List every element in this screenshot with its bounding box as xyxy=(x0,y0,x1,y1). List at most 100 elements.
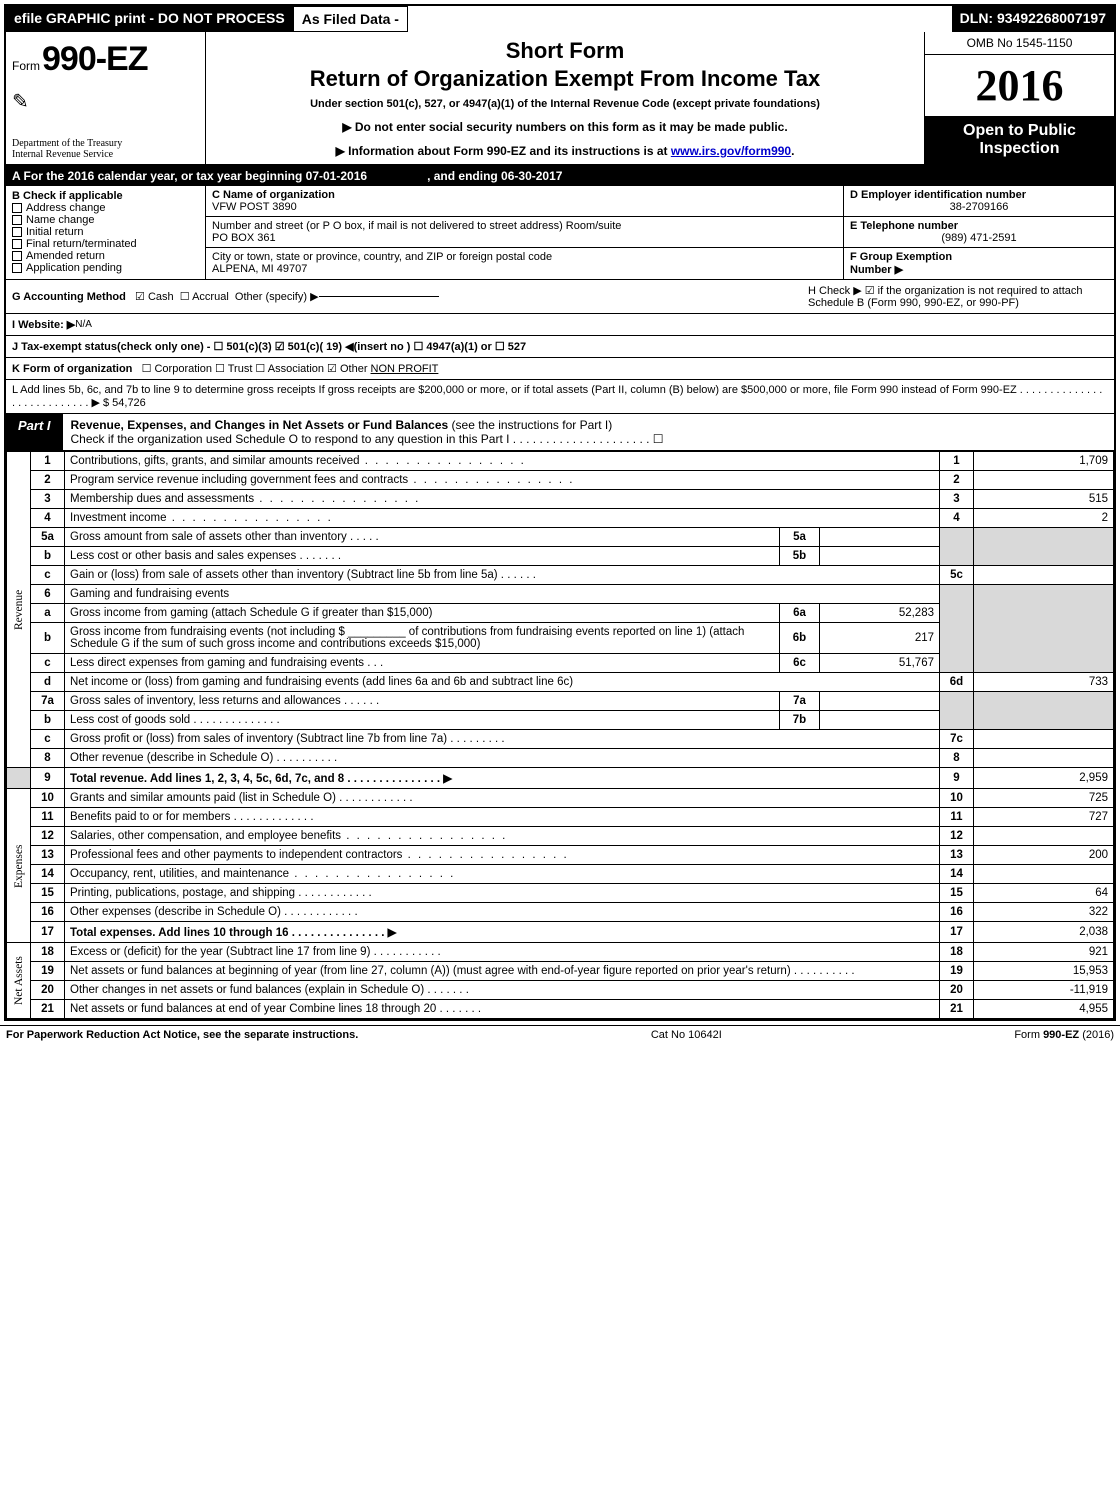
line-7c: c Gross profit or (loss) from sales of i… xyxy=(7,730,1114,749)
line-5c: c Gain or (loss) from sale of assets oth… xyxy=(7,566,1114,585)
g-label: G Accounting Method xyxy=(12,291,126,303)
row-a-tax-year: A For the 2016 calendar year, or tax yea… xyxy=(6,166,1114,186)
open-to-public: Open to Public Inspection xyxy=(925,116,1114,164)
form-word: Form xyxy=(12,59,40,73)
side-revenue: Revenue xyxy=(7,452,31,768)
part-1-tag: Part I xyxy=(6,414,63,450)
org-name-label: C Name of organization xyxy=(212,189,335,201)
footer-cat-no: Cat No 10642I xyxy=(358,1029,1014,1041)
org-addr: PO BOX 361 xyxy=(212,232,276,244)
chk-cash: ☑ Cash xyxy=(135,290,174,303)
side-net-assets: Net Assets xyxy=(7,943,31,1019)
org-addr-cell: Number and street (or P O box, if mail i… xyxy=(206,217,843,248)
form-990ez-page: efile GRAPHIC print - DO NOT PROCESS As … xyxy=(4,4,1116,1021)
chk-address-change: Address change xyxy=(12,202,199,214)
line-16: 16 Other expenses (describe in Schedule … xyxy=(7,903,1114,922)
line-2: 2 Program service revenue including gove… xyxy=(7,471,1114,490)
ein-label: D Employer identification number xyxy=(850,189,1026,201)
line-1: Revenue 1 Contributions, gifts, grants, … xyxy=(7,452,1114,471)
tax-year: 2016 xyxy=(925,55,1114,116)
chk-amended-return: Amended return xyxy=(12,250,199,262)
open-line2: Inspection xyxy=(929,140,1110,158)
line-8: 8 Other revenue (describe in Schedule O)… xyxy=(7,749,1114,768)
line-9: 9 Total revenue. Add lines 1, 2, 3, 4, 5… xyxy=(7,768,1114,789)
short-form-title: Short Form xyxy=(214,38,916,64)
header-left: Form 990-EZ ✎ Department of the Treasury… xyxy=(6,32,206,164)
org-addr-label: Number and street (or P O box, if mail i… xyxy=(212,220,621,232)
irs-link[interactable]: www.irs.gov/form990 xyxy=(671,144,791,158)
org-city-cell: City or town, state or province, country… xyxy=(206,248,843,278)
line-14: 14 Occupancy, rent, utilities, and maint… xyxy=(7,865,1114,884)
line-7a: 7a Gross sales of inventory, less return… xyxy=(7,692,1114,711)
org-name: VFW POST 3890 xyxy=(212,201,297,213)
line-17: 17 Total expenses. Add lines 10 through … xyxy=(7,922,1114,943)
efile-as-filed: As Filed Data - xyxy=(293,6,408,32)
lines-table: Revenue 1 Contributions, gifts, grants, … xyxy=(6,451,1114,1019)
line-18: Net Assets 18 Excess or (deficit) for th… xyxy=(7,943,1114,962)
form-number: 990-EZ xyxy=(42,40,148,79)
j-text: J Tax-exempt status(check only one) - ☐ … xyxy=(12,340,526,353)
org-city: ALPENA, MI 49707 xyxy=(212,263,307,275)
row-i-website: I Website: ▶ N/A xyxy=(6,314,1114,336)
ein-value: 38-2709166 xyxy=(850,201,1108,213)
page-footer: For Paperwork Reduction Act Notice, see … xyxy=(0,1025,1120,1044)
chk-initial-return: Initial return xyxy=(12,226,199,238)
col-b-checkboxes: B Check if applicable Address change Nam… xyxy=(6,186,206,279)
footer-form-ref: Form 990-EZ (2016) xyxy=(1014,1029,1114,1041)
tel-label: E Telephone number xyxy=(850,220,958,232)
i-value: N/A xyxy=(75,319,92,330)
line-12: 12 Salaries, other compensation, and emp… xyxy=(7,827,1114,846)
line-3: 3 Membership dues and assessments 3 515 xyxy=(7,490,1114,509)
footer-left: For Paperwork Reduction Act Notice, see … xyxy=(6,1029,358,1041)
col-c-org-info: C Name of organization VFW POST 3890 Num… xyxy=(206,186,844,279)
other-specify: Other (specify) ▶ xyxy=(235,290,319,303)
info-grid: B Check if applicable Address change Nam… xyxy=(6,186,1114,280)
seal-icon: ✎ xyxy=(12,89,199,114)
treasury-dept: Department of the Treasury Internal Reve… xyxy=(12,138,199,160)
part-1-header: Part I Revenue, Expenses, and Changes in… xyxy=(6,414,1114,451)
line-5a: 5a Gross amount from sale of assets othe… xyxy=(7,528,1114,547)
open-line1: Open to Public xyxy=(929,122,1110,140)
i-label: I Website: ▶ xyxy=(12,318,75,331)
form-header: Form 990-EZ ✎ Department of the Treasury… xyxy=(6,32,1114,166)
org-name-cell: C Name of organization VFW POST 3890 xyxy=(206,186,843,217)
omb-number: OMB No 1545-1150 xyxy=(925,32,1114,55)
under-section: Under section 501(c), 527, or 4947(a)(1)… xyxy=(214,98,916,110)
ein-cell: D Employer identification number 38-2709… xyxy=(844,186,1114,217)
side-expenses: Expenses xyxy=(7,789,31,943)
h-check: H Check ▶ ☑ if the organization is not r… xyxy=(808,284,1108,309)
efile-left: efile GRAPHIC print - DO NOT PROCESS xyxy=(6,6,293,32)
header-right: OMB No 1545-1150 2016 Open to Public Ins… xyxy=(924,32,1114,164)
line-19: 19 Net assets or fund balances at beginn… xyxy=(7,962,1114,981)
row-g-accounting: G Accounting Method ☑ Cash ☐ Accrual Oth… xyxy=(6,280,1114,314)
info-text: ▶ Information about Form 990-EZ and its … xyxy=(336,144,671,158)
org-city-label: City or town, state or province, country… xyxy=(212,251,552,263)
line-15: 15 Printing, publications, postage, and … xyxy=(7,884,1114,903)
header-center: Short Form Return of Organization Exempt… xyxy=(206,32,924,164)
efile-dln: DLN: 93492268007197 xyxy=(952,6,1114,32)
k-label: K Form of organization xyxy=(12,363,132,375)
row-j-tax-exempt: J Tax-exempt status(check only one) - ☐ … xyxy=(6,336,1114,358)
row-a-right: , and ending 06-30-2017 xyxy=(427,169,562,183)
line-6d: d Net income or (loss) from gaming and f… xyxy=(7,673,1114,692)
l-text: L Add lines 5b, 6c, and 7b to line 9 to … xyxy=(12,384,1108,409)
part-1-title: Revenue, Expenses, and Changes in Net As… xyxy=(63,414,1114,450)
other-line xyxy=(319,296,439,297)
col-d-ein: D Employer identification number 38-2709… xyxy=(844,186,1114,279)
line-10: Expenses 10 Grants and similar amounts p… xyxy=(7,789,1114,808)
line-13: 13 Professional fees and other payments … xyxy=(7,846,1114,865)
chk-application-pending: Application pending xyxy=(12,262,199,274)
group-exempt-label: F Group Exemption Number ▶ xyxy=(850,251,952,276)
line-21: 21 Net assets or fund balances at end of… xyxy=(7,1000,1114,1019)
row-k-form-org: K Form of organization ☐ Corporation ☐ T… xyxy=(6,358,1114,380)
line-6: 6 Gaming and fundraising events xyxy=(7,585,1114,604)
chk-accrual: ☐ Accrual xyxy=(180,290,229,303)
form-number-line: Form 990-EZ xyxy=(12,40,199,79)
row-a-left: A For the 2016 calendar year, or tax yea… xyxy=(12,169,367,183)
col-b-title: B Check if applicable xyxy=(12,190,199,202)
main-title: Return of Organization Exempt From Incom… xyxy=(214,66,916,92)
k-options: ☐ Corporation ☐ Trust ☐ Association ☑ Ot… xyxy=(142,362,368,375)
group-exempt-cell: F Group Exemption Number ▶ xyxy=(844,248,1114,279)
line-4: 4 Investment income 4 2 xyxy=(7,509,1114,528)
efile-spacer xyxy=(408,6,952,32)
